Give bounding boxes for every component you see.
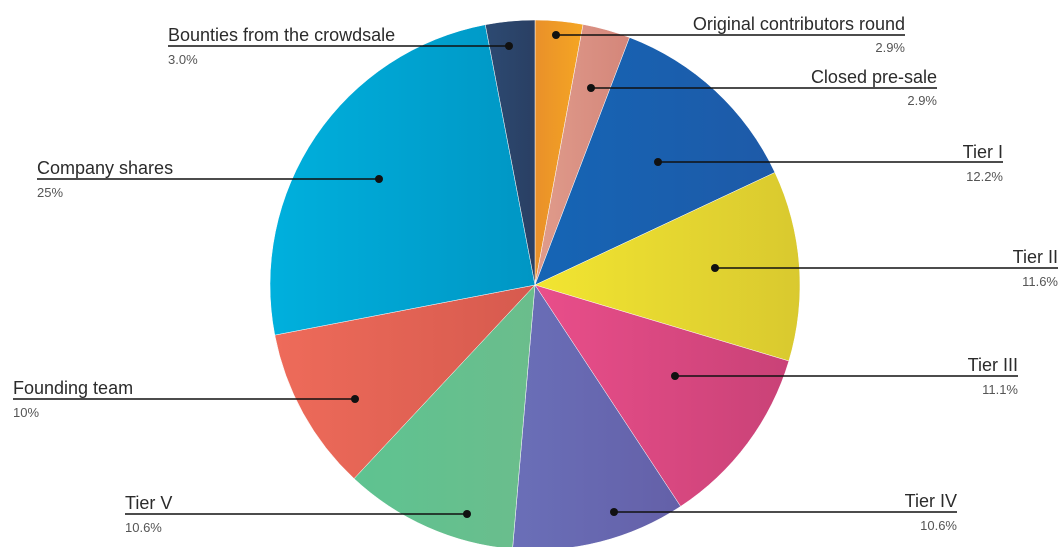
pie-slices xyxy=(269,19,801,551)
slice-labels: Original contributors round 2.9% Closed pr… xyxy=(13,14,1058,535)
slice-percent-tier-iii: 11.1% xyxy=(982,382,1018,397)
slice-percent-closed-pre-sale: 2.9% xyxy=(907,93,937,108)
slice-label-bounties-from-the-crowdsale: Bounties from the crowdsale xyxy=(168,25,395,45)
leader-dot-original-contributors-round xyxy=(552,31,560,39)
slice-percent-founding-team: 10% xyxy=(13,405,39,420)
slice-label-tier-iv: Tier IV xyxy=(905,491,957,511)
leader-dot-company-shares xyxy=(375,175,383,183)
pie-slice-tier-ii xyxy=(534,172,801,362)
slice-percent-tier-ii: 11.6% xyxy=(1022,274,1058,289)
leader-dot-tier-ii xyxy=(711,264,719,272)
slice-label-tier-ii: Tier II xyxy=(1013,247,1058,267)
leader-dot-tier-v xyxy=(463,510,471,518)
slice-label-tier-v: Tier V xyxy=(125,493,172,513)
leader-dot-tier-iv xyxy=(610,508,618,516)
slice-label-tier-iii: Tier III xyxy=(968,355,1018,375)
pie-slice-tier-iii xyxy=(534,284,790,507)
slice-percent-tier-i: 12.2% xyxy=(966,169,1003,184)
slice-percent-company-shares: 25% xyxy=(37,185,63,200)
leader-dot-closed-pre-sale xyxy=(587,84,595,92)
pie-slice-bounties-from-the-crowdsale xyxy=(484,19,536,286)
pie-slice-founding-team xyxy=(274,284,536,479)
leader-dot-tier-i xyxy=(654,158,662,166)
slice-label-original-contributors-round: Original contributors round xyxy=(693,14,905,34)
leader-dot-bounties-from-the-crowdsale xyxy=(505,42,513,50)
leader-dot-founding-team xyxy=(351,395,359,403)
slice-label-founding-team: Founding team xyxy=(13,378,133,398)
slice-label-closed-pre-sale: Closed pre-sale xyxy=(811,67,937,87)
leader-dot-tier-iii xyxy=(671,372,679,380)
slice-percent-tier-iv: 10.6% xyxy=(920,518,957,533)
leader-lines xyxy=(13,31,1058,518)
pie-slice-company-shares xyxy=(269,24,536,336)
slice-percent-bounties-from-the-crowdsale: 3.0% xyxy=(168,52,198,67)
slice-percent-original-contributors-round: 2.9% xyxy=(875,40,905,55)
slice-percent-tier-v: 10.6% xyxy=(125,520,162,535)
slice-label-tier-i: Tier I xyxy=(963,142,1003,162)
slice-label-company-shares: Company shares xyxy=(37,158,173,178)
